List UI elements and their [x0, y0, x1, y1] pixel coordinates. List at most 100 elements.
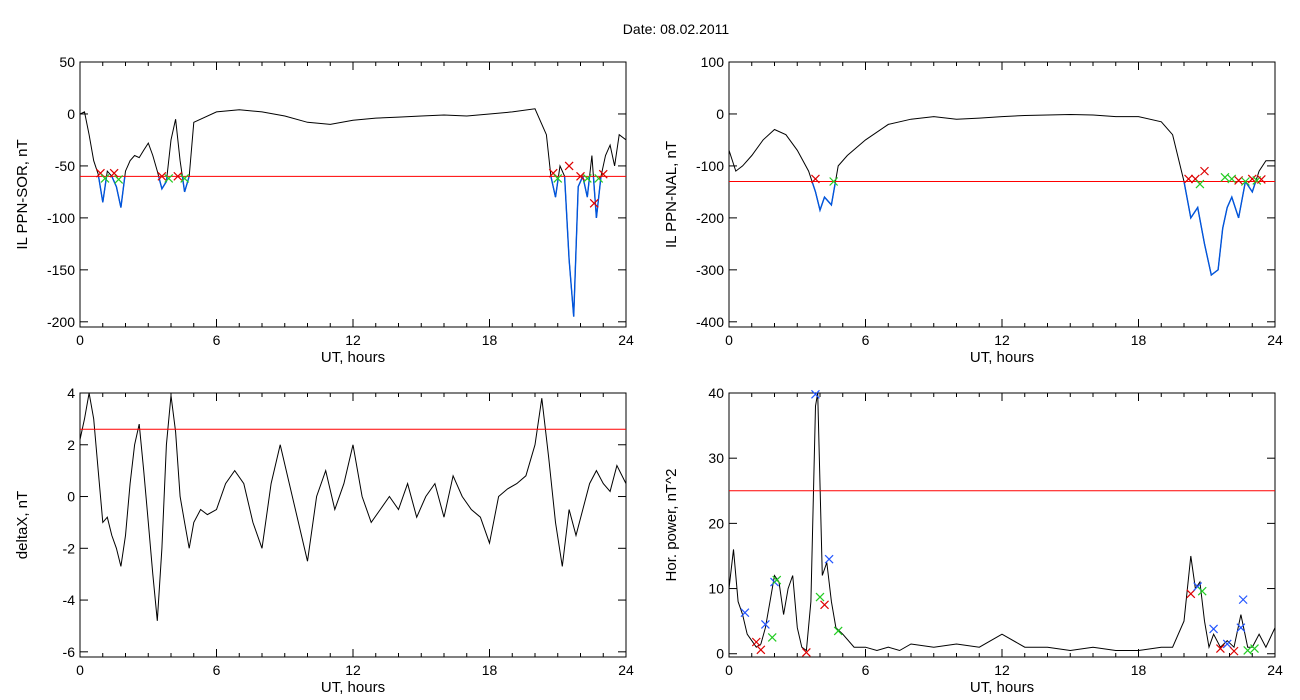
event-marker [1241, 177, 1250, 186]
marker-stroke [96, 168, 105, 178]
event-marker [576, 171, 585, 181]
y-tick-label: 0 [716, 646, 724, 662]
y-tick-label: 30 [708, 450, 724, 466]
x-tick-label: 24 [1267, 662, 1283, 678]
marker-stroke [1229, 646, 1239, 656]
x-tick-label: 6 [213, 662, 221, 678]
event-marker [1256, 175, 1266, 184]
y-tick-label: -100 [47, 210, 75, 226]
chart-panel-2: 0 6 12 18 24 100 0 -100 -200 -300 -400 UT, hours IL … [663, 54, 1283, 366]
y-axis-label: deltaX, nT [14, 491, 31, 559]
x-tick-label: 24 [1267, 332, 1283, 348]
marker-stroke [564, 161, 574, 171]
y-tick-label: -200 [47, 314, 75, 330]
marker-stroke [109, 168, 119, 178]
marker-stroke [1238, 595, 1248, 605]
x-tick-label: 12 [994, 662, 1010, 678]
marker-stroke [740, 608, 750, 618]
marker-stroke [811, 389, 820, 399]
y-tick-label: 0 [67, 489, 75, 505]
event-marker [1250, 644, 1259, 653]
y-tick-label: 2 [67, 437, 75, 453]
x-axis-label: UT, hours [321, 349, 385, 366]
x-tick-label: 6 [862, 332, 870, 348]
x-tick-label: 6 [213, 332, 221, 348]
event-marker [767, 633, 777, 642]
marker-stroke [1197, 586, 1207, 596]
marker-stroke [1250, 644, 1259, 653]
marker-stroke [1236, 623, 1246, 633]
event-marker [801, 648, 811, 657]
chart-panel-3: 0 6 12 18 24 4 2 0 -2 -4 -6 UT, hours deltaX, nT [14, 385, 634, 696]
x-tick-label: 24 [618, 332, 634, 348]
event-marker [1229, 646, 1239, 656]
marker-stroke [180, 173, 190, 183]
event-marker [820, 600, 829, 610]
marker-stroke [1222, 639, 1232, 649]
x-tick-label: 6 [862, 662, 870, 678]
event-marker [1200, 166, 1209, 176]
y-tick-label: -300 [696, 262, 724, 278]
x-axis-label: UT, hours [321, 679, 385, 696]
x-tick-label: 0 [76, 332, 84, 348]
marker-stroke [801, 648, 811, 657]
event-marker [1195, 179, 1205, 189]
event-marker [180, 173, 190, 183]
marker-stroke [824, 554, 834, 564]
marker-stroke [1193, 582, 1203, 592]
event-marker [173, 171, 183, 181]
x-axis-label: UT, hours [970, 349, 1034, 366]
chart-panel-1: 0 6 12 18 24 50 0 -50 -100 -150 -200 UT, hours IL PP… [14, 54, 634, 366]
marker-stroke [1184, 174, 1193, 184]
marker-stroke [811, 174, 820, 184]
marker-stroke [1227, 174, 1237, 184]
y-tick-label: 40 [708, 385, 724, 401]
y-tick-label: 4 [67, 385, 75, 401]
event-marker [772, 575, 782, 585]
event-marker [829, 177, 839, 186]
marker-stroke [767, 633, 777, 642]
y-tick-label: -100 [696, 158, 724, 174]
marker-stroke [829, 177, 839, 186]
event-marker [833, 626, 843, 636]
event-marker [164, 173, 174, 183]
y-tick-label: 50 [59, 54, 75, 70]
marker-stroke [576, 171, 585, 181]
event-marker [114, 175, 124, 184]
event-marker [589, 198, 599, 208]
marker-stroke [1195, 179, 1205, 189]
event-marker [1186, 589, 1196, 599]
event-marker [824, 554, 834, 564]
marker-stroke [548, 168, 558, 178]
x-tick-label: 18 [482, 332, 498, 348]
marker-stroke [820, 600, 829, 610]
event-marker [811, 174, 820, 184]
x-tick-label: 18 [1131, 332, 1147, 348]
event-marker [582, 173, 592, 183]
marker-stroke [760, 619, 770, 629]
figure-title: Date: 08.02.2011 [623, 21, 730, 37]
marker-stroke [1200, 166, 1209, 176]
chart-panel-4: 0 6 12 18 24 40 30 20 10 0 UT, hours Hor. power, nT… [663, 385, 1283, 696]
x-tick-label: 12 [345, 332, 361, 348]
marker-stroke [100, 173, 110, 183]
y-axis-label: IL PPN-NAL, nT [663, 141, 680, 248]
y-tick-label: 10 [708, 581, 724, 597]
x-tick-label: 12 [345, 662, 361, 678]
marker-stroke [1241, 177, 1250, 186]
marker-stroke [164, 173, 174, 183]
marker-stroke [1243, 646, 1253, 655]
event-marker [553, 173, 563, 183]
y-tick-label: -6 [63, 644, 76, 660]
x-tick-label: 0 [725, 332, 733, 348]
y-tick-label: 0 [716, 106, 724, 122]
marker-stroke [173, 171, 183, 181]
x-tick-label: 18 [1131, 662, 1147, 678]
marker-stroke [772, 575, 782, 585]
marker-stroke [1247, 174, 1257, 184]
y-tick-label: 0 [67, 106, 75, 122]
plot-area [729, 113, 1275, 277]
